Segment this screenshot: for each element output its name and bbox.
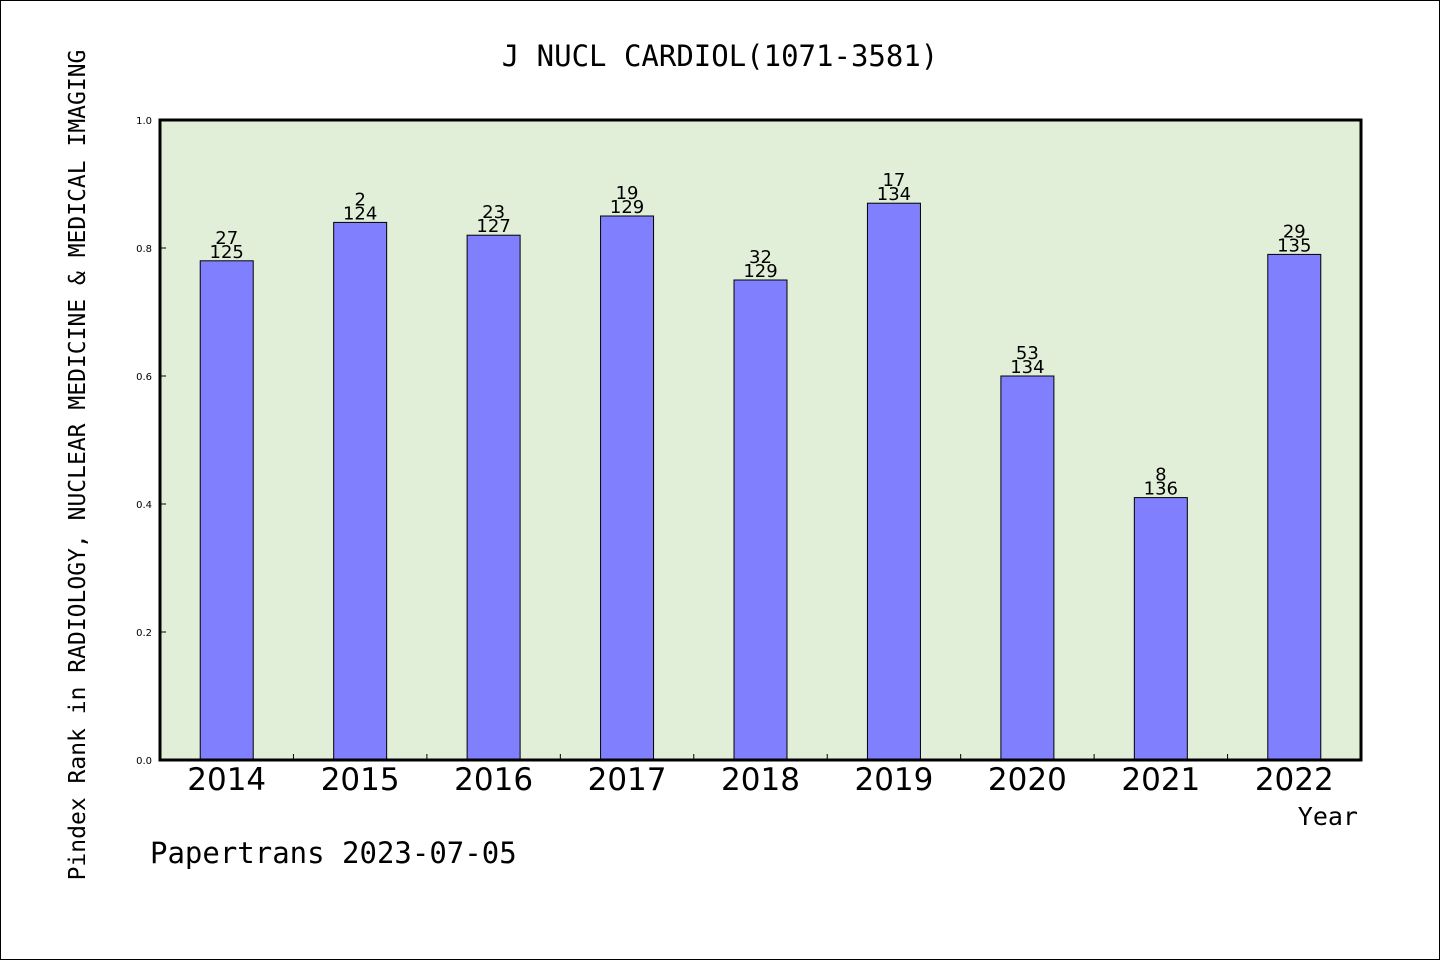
bar-rank-label: 27	[215, 228, 238, 249]
bar-rank-label: 32	[749, 247, 772, 268]
bar-total-label: 129	[610, 197, 644, 218]
y-tick-label: 0.8	[136, 244, 152, 255]
x-tick-label: 2014	[187, 762, 266, 798]
x-tick-label: 2016	[454, 762, 533, 798]
bar-total-label: 134	[1010, 357, 1044, 378]
y-tick-label: 1.0	[136, 116, 152, 127]
plot-border	[158, 118, 1363, 762]
x-tick-label: 2017	[588, 762, 667, 798]
bars	[199, 202, 1322, 761]
bar-2018	[733, 279, 788, 761]
bar-rank-label: 8	[1155, 465, 1166, 486]
y-tick-label: 0.6	[136, 372, 152, 383]
bar-2014	[199, 260, 254, 761]
x-tick-label: 2015	[321, 762, 400, 798]
x-axis-label: Year	[1298, 802, 1358, 831]
bar-rank-label: 2	[354, 189, 365, 210]
bar-rank-label: 23	[482, 202, 505, 223]
y-tick-label: 0.2	[136, 628, 152, 639]
bar-total-label: 125	[210, 242, 244, 263]
bar-2017	[600, 215, 655, 761]
bar-total-label: 135	[1277, 235, 1311, 256]
y-tick-label: 0.4	[136, 500, 152, 511]
bar-2019	[866, 202, 921, 761]
x-tick-label: 2020	[988, 762, 1067, 798]
x-axis: 2014 2015 2016 2017 2018 2019 2020 2021 2022	[187, 754, 1334, 798]
y-tick-label: 0.0	[136, 756, 152, 767]
x-tick-label: 2018	[721, 762, 800, 798]
bar-total-label: 127	[476, 216, 510, 237]
x-tick-label: 2021	[1121, 762, 1200, 798]
bar-total-label: 129	[743, 261, 777, 282]
y-axis-label: Pindex Rank in RADIOLOGY, NUCLEAR MEDICI…	[65, 50, 91, 881]
bar-total-label: 136	[1144, 479, 1178, 500]
bar-rank-label: 29	[1283, 221, 1306, 242]
bar-total-label: 124	[343, 203, 377, 224]
chart-title: J NUCL CARDIOL(1071-3581)	[502, 39, 939, 73]
footer-text: Papertrans 2023-07-05	[150, 836, 517, 870]
bar-2016	[466, 234, 521, 761]
bar-rank-label: 53	[1016, 343, 1039, 364]
bar-total-label: 134	[877, 184, 911, 205]
bar-2015	[333, 221, 388, 761]
bar-2020	[1000, 375, 1055, 761]
bar-2022	[1267, 253, 1322, 761]
x-tick-label: 2019	[854, 762, 933, 798]
x-tick-label: 2022	[1255, 762, 1334, 798]
bar-rank-label: 19	[616, 183, 639, 204]
bar-rank-label: 17	[882, 170, 905, 191]
bar-2021	[1133, 497, 1188, 761]
